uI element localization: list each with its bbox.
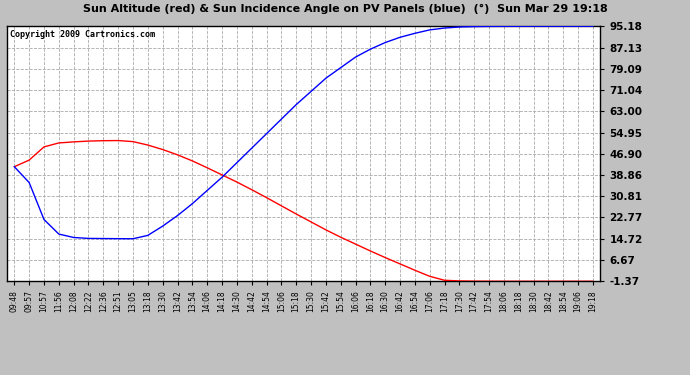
Text: Copyright 2009 Cartronics.com: Copyright 2009 Cartronics.com	[10, 30, 155, 39]
Text: Sun Altitude (red) & Sun Incidence Angle on PV Panels (blue)  (°)  Sun Mar 29 19: Sun Altitude (red) & Sun Incidence Angle…	[83, 4, 607, 14]
